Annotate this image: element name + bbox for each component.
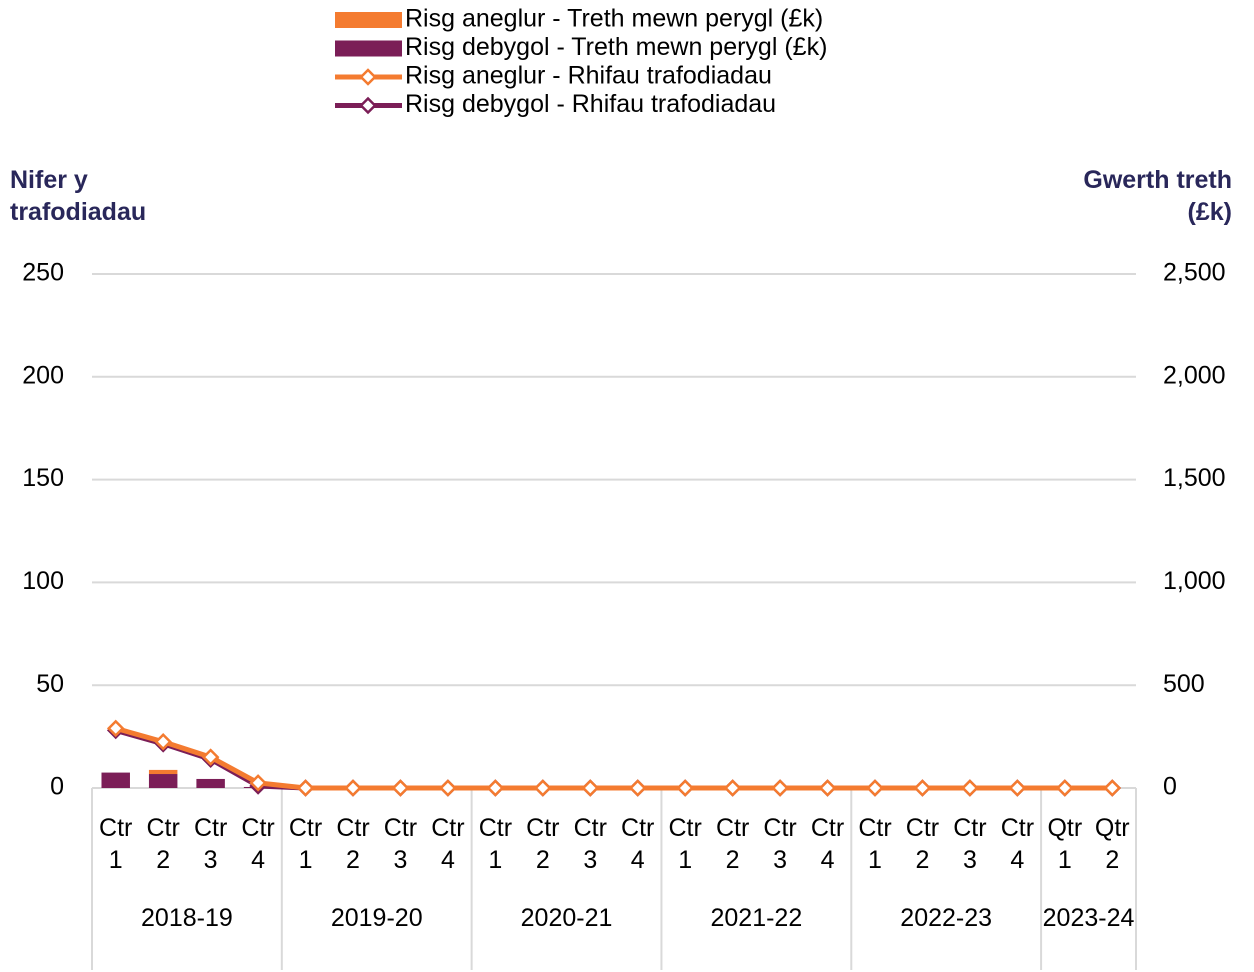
- x-tick-label: Ctr 3: [763, 814, 797, 874]
- legend-marker: [359, 68, 377, 86]
- group-label: 2019-20: [330, 904, 423, 932]
- x-tick-label: Ctr 2: [905, 814, 940, 874]
- x-tick-label: Ctr 2: [146, 814, 180, 874]
- y2-tick-label: 500: [1163, 670, 1205, 698]
- line-marker: [534, 779, 552, 797]
- line-marker: [581, 779, 600, 797]
- x-tick-label: Ctr 1: [668, 814, 702, 874]
- y2-tick-label: 2,500: [1163, 259, 1226, 287]
- line-marker: [106, 719, 125, 738]
- x-tick-label: Ctr 4: [431, 814, 465, 874]
- line-marker: [391, 779, 410, 797]
- x-tick-label: Ctr 1: [858, 814, 892, 874]
- line-marker: [1008, 779, 1027, 797]
- y-tick-label: 200: [22, 361, 64, 389]
- y-tick-label: 50: [36, 670, 64, 698]
- y-axis-title: Nifer y trafodiadau: [10, 166, 147, 226]
- x-tick-label: Ctr 1: [288, 814, 323, 874]
- legend-marker: [359, 96, 377, 115]
- bar: [101, 772, 130, 788]
- y-tick-label: 250: [22, 259, 64, 287]
- line-marker: [154, 732, 172, 751]
- y-tick-label: 100: [22, 567, 64, 595]
- x-tick-label: Qtr 2: [1094, 814, 1130, 874]
- x-tick-label: Ctr 3: [953, 814, 987, 874]
- x-tick-label: Ctr 3: [193, 814, 228, 874]
- x-tick-label: Ctr 4: [810, 814, 845, 874]
- line-marker: [771, 779, 789, 797]
- line-marker: [818, 779, 837, 797]
- y2-tick-label: 1,500: [1163, 464, 1226, 492]
- x-tick-label: Ctr 4: [241, 814, 275, 874]
- legend-swatch: [335, 12, 402, 28]
- y-tick-label: 0: [50, 773, 64, 801]
- line-marker: [723, 779, 742, 797]
- line-marker: [1103, 779, 1122, 797]
- x-tick-label: Qtr 1: [1047, 814, 1083, 874]
- line-marker: [249, 774, 267, 792]
- y2-tick-label: 1,000: [1163, 567, 1226, 595]
- legend-label: Risg debygol - Treth mewn perygl (£k): [405, 33, 827, 61]
- line-marker: [439, 779, 457, 797]
- x-tick-label: Ctr 1: [99, 814, 133, 874]
- bar: [148, 769, 178, 775]
- group-label: 2018-19: [141, 904, 233, 932]
- legend-label: Risg aneglur - Rhifau trafodiadau: [405, 62, 772, 90]
- line: [115, 725, 1113, 791]
- line-marker: [628, 779, 647, 797]
- y2-axis-title: Gwerth treth (£k): [1083, 166, 1232, 226]
- line-marker: [296, 779, 315, 797]
- group-label: 2021-22: [710, 904, 803, 932]
- line-marker: [201, 748, 220, 766]
- x-tick-label: Ctr 2: [715, 814, 750, 874]
- bar: [196, 778, 225, 788]
- y2-tick-label: 0: [1163, 773, 1177, 801]
- x-tick-label: Ctr 3: [383, 814, 418, 874]
- x-tick-label: Ctr 4: [621, 814, 655, 874]
- line-marker: [344, 779, 362, 797]
- y2-tick-label: 2,000: [1163, 361, 1226, 389]
- x-tick-label: Ctr 4: [1000, 814, 1035, 874]
- line-marker: [913, 779, 932, 797]
- legend-label: Risg aneglur - Treth mewn perygl (£k): [405, 5, 823, 33]
- x-tick-label: Ctr 2: [526, 814, 560, 874]
- x-tick-label: Ctr 2: [336, 814, 370, 874]
- x-tick-label: Ctr 1: [478, 814, 513, 874]
- line: [115, 728, 1113, 791]
- line-marker: [486, 779, 505, 797]
- line-marker: [1056, 779, 1074, 797]
- group-label: 2020-21: [520, 904, 613, 932]
- legend-swatch: [335, 40, 402, 57]
- line-marker: [961, 779, 979, 797]
- bar: [148, 774, 178, 788]
- line-marker: [676, 779, 694, 797]
- group-label: 2022-23: [900, 904, 993, 932]
- line-marker: [866, 779, 884, 797]
- y-tick-label: 150: [22, 464, 64, 492]
- group-label: 2023-24: [1042, 904, 1135, 932]
- legend-label: Risg debygol - Rhifau trafodiadau: [405, 90, 776, 118]
- x-tick-label: Ctr 3: [573, 814, 607, 874]
